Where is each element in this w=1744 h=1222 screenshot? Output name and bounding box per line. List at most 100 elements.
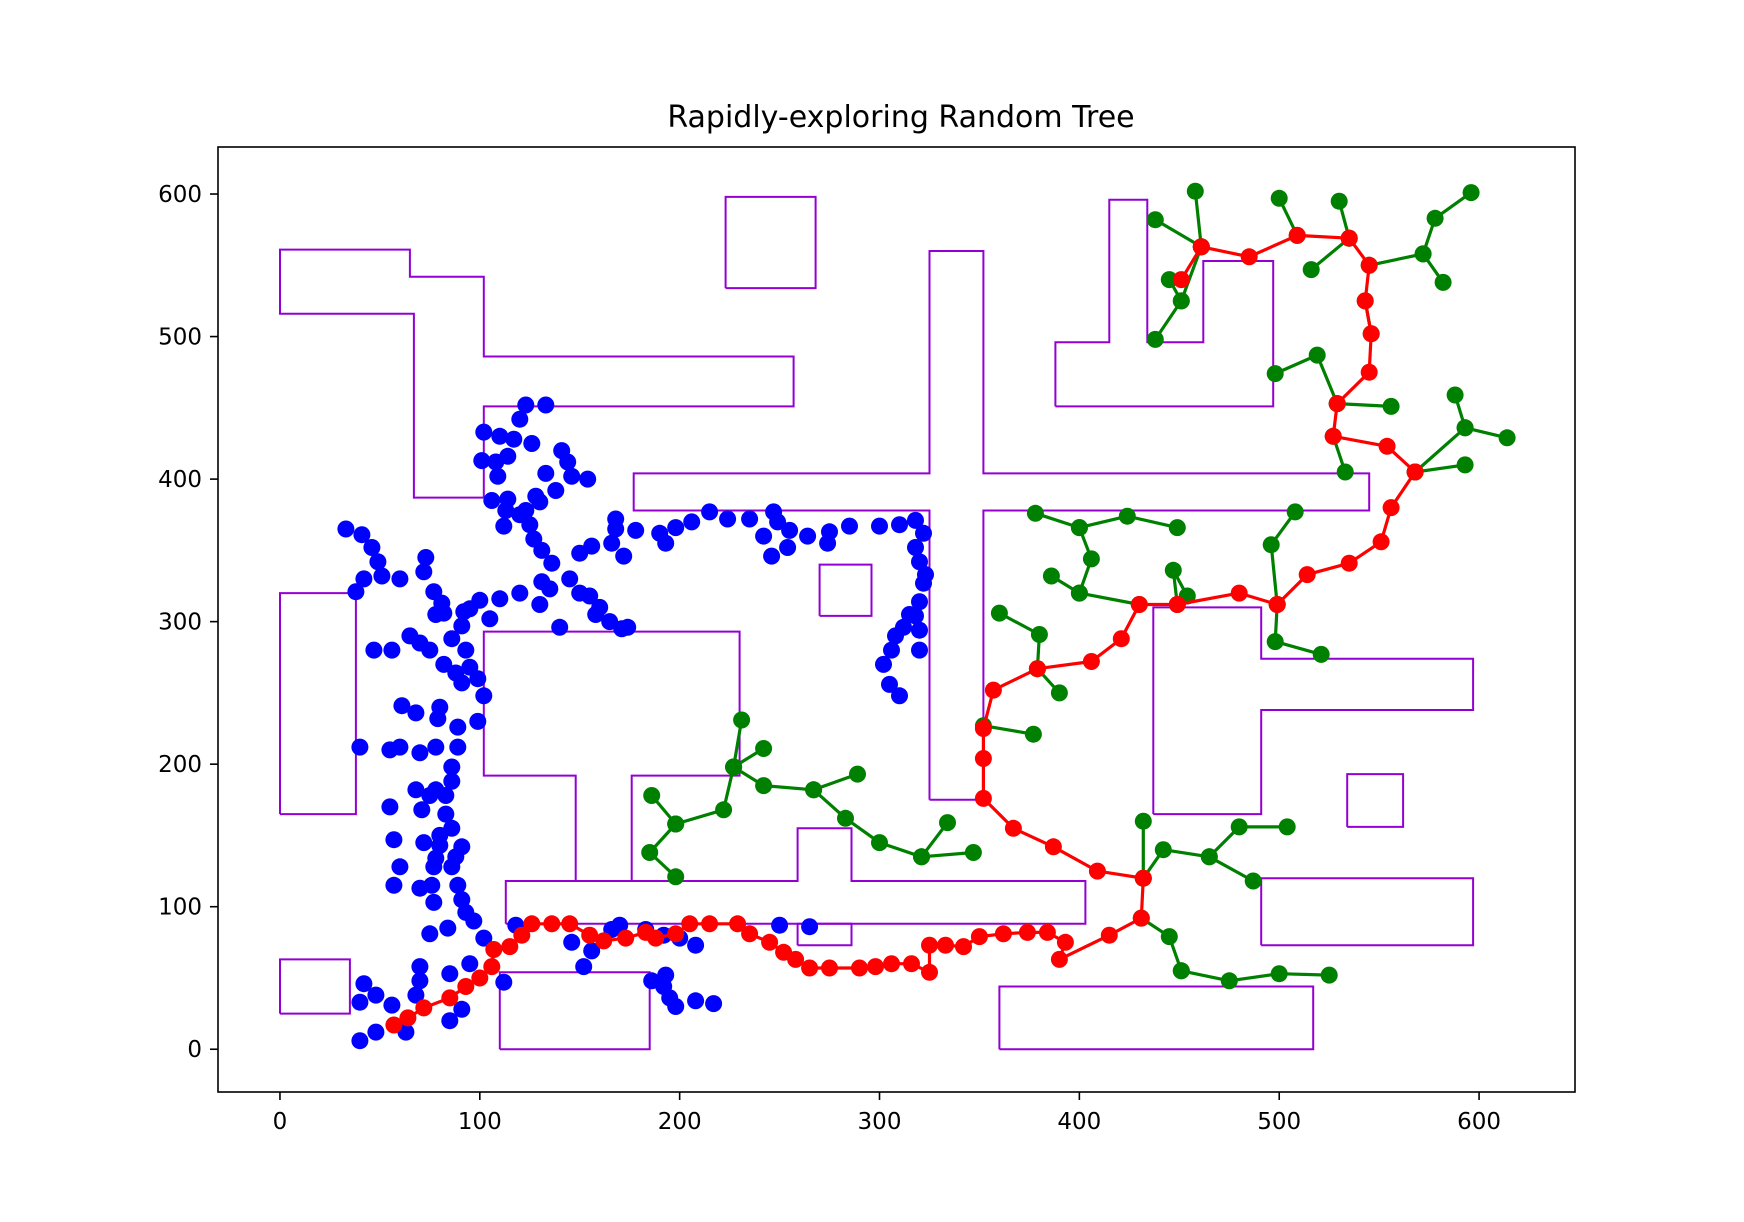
tree-b-node	[871, 834, 888, 852]
tree-a-node	[369, 553, 387, 571]
path-node	[1018, 923, 1036, 941]
path-node	[883, 955, 900, 973]
tree-a-node	[627, 521, 645, 539]
tree-a-node	[367, 986, 385, 1004]
tree-b-node	[1042, 567, 1060, 585]
tree-a-node	[657, 966, 675, 984]
tree-a-node	[413, 801, 431, 819]
tree-a-node	[781, 521, 799, 539]
tree-b-node	[1118, 507, 1136, 525]
tree-a-node	[381, 741, 399, 759]
tree-a-node	[741, 510, 759, 528]
tree-a-node	[415, 834, 433, 852]
tree-b-node	[1244, 872, 1262, 890]
tree-a-node	[391, 858, 409, 876]
tree-a-node	[435, 655, 453, 673]
tree-a-node	[453, 838, 471, 856]
tree-a-node	[687, 936, 705, 954]
tree-a-node	[417, 549, 435, 566]
tree-a-layer	[337, 396, 934, 1050]
tree-b-node	[1024, 725, 1042, 743]
tree-a-node	[407, 986, 425, 1004]
tree-a-node	[911, 641, 928, 659]
path-node	[617, 929, 635, 947]
obstacle-outline	[504, 827, 1087, 925]
tree-b-node	[1172, 962, 1190, 980]
tree-b-node	[1154, 841, 1172, 859]
chart-title: Rapidly-exploring Random Tree	[667, 100, 1134, 135]
y-tick-label: 600	[158, 182, 202, 208]
tree-a-node	[575, 958, 593, 976]
tree-a-node	[907, 539, 924, 556]
tree-a-node	[563, 933, 581, 951]
tree-a-node	[415, 563, 433, 581]
path-node	[1268, 596, 1286, 613]
tree-a-node	[365, 641, 383, 659]
path-node	[801, 959, 819, 977]
obstacle-outline	[1346, 773, 1405, 828]
y-tick-label: 100	[158, 895, 202, 921]
tree-b-node	[1146, 330, 1164, 348]
path-node	[955, 938, 972, 956]
tree-a-node	[453, 1000, 471, 1018]
tree-b-node	[1160, 928, 1178, 946]
tree-b-edge	[1154, 218, 1203, 249]
path-node	[1288, 226, 1306, 244]
obstacle-outline	[724, 195, 817, 290]
path-node	[1038, 923, 1056, 941]
tree-a-node	[881, 675, 898, 693]
tree-a-node	[511, 584, 529, 602]
path-node	[543, 915, 561, 933]
tree-a-node	[667, 519, 685, 537]
tree-a-node	[461, 955, 479, 973]
tree-b-node	[1270, 189, 1288, 207]
tree-a-node	[427, 738, 445, 756]
path-node	[921, 963, 938, 981]
path-node	[1172, 271, 1190, 289]
path-node	[581, 926, 599, 944]
tree-b-node	[715, 801, 733, 819]
tree-a-node	[457, 903, 475, 921]
x-tick-label: 300	[858, 1109, 902, 1135]
tree-b-node	[755, 777, 773, 795]
path-node	[1340, 554, 1358, 572]
tree-b-node	[1336, 463, 1354, 481]
tree-a-node	[779, 539, 797, 556]
path-node	[1360, 363, 1378, 381]
tree-a-node	[907, 511, 924, 529]
path-node	[994, 925, 1012, 943]
tree-a-node	[367, 1023, 385, 1041]
tree-a-node	[517, 396, 535, 414]
tree-a-node	[537, 464, 555, 482]
path-node	[457, 978, 475, 995]
tree-a-node	[687, 992, 705, 1010]
tree-a-node	[443, 758, 461, 776]
tree-a-node	[391, 570, 409, 588]
tree-a-node	[561, 570, 579, 588]
tree-b-node	[1462, 184, 1480, 202]
tree-a-node	[531, 596, 549, 613]
tree-a-node	[351, 738, 369, 756]
path-node	[984, 681, 1002, 699]
path-node	[1372, 533, 1390, 551]
path-node	[647, 929, 665, 947]
tree-a-node	[441, 965, 459, 983]
tree-b-node	[1082, 550, 1100, 568]
tree-a-node	[469, 712, 487, 730]
tree-a-node	[667, 998, 685, 1015]
tree-a-node	[911, 593, 928, 611]
tree-a-node	[455, 603, 473, 621]
tree-b-edge	[1141, 848, 1254, 883]
plot-frame	[217, 146, 1576, 1093]
tree-b-node	[643, 787, 661, 804]
tree-a-node	[449, 738, 467, 756]
tree-b-node	[939, 814, 956, 832]
tree-a-node	[353, 526, 371, 544]
tree-a-node	[347, 583, 365, 601]
tree-a-node	[457, 641, 475, 659]
tree-a-node	[763, 547, 781, 565]
tree-a-node	[651, 524, 669, 542]
tree-b-node	[990, 604, 1008, 622]
path-node	[1340, 229, 1358, 247]
